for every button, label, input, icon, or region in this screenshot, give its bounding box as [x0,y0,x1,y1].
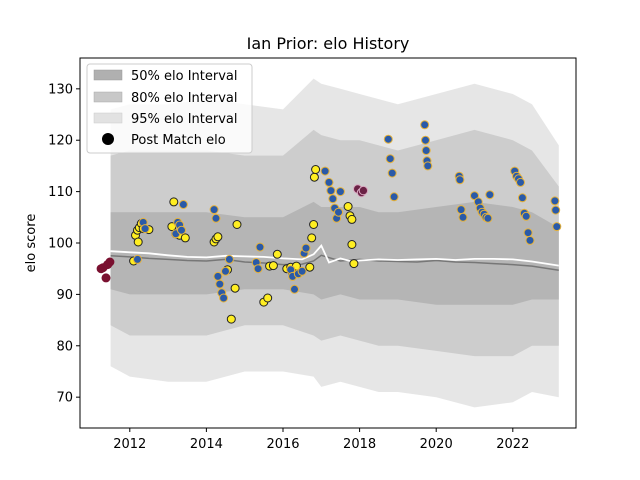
data-point [133,237,143,247]
legend-label-95: 95% elo Interval [131,112,238,127]
data-point [385,154,395,164]
data-point [297,266,307,276]
y-tick-label: 130 [48,82,73,97]
x-tick-label: 2018 [343,437,376,452]
data-point [334,207,343,217]
data-point [521,211,531,221]
data-point [226,314,236,324]
legend-label-50: 50% elo Interval [131,69,238,84]
data-point [221,266,230,276]
data-point [213,232,223,242]
x-tick-label: 2012 [113,437,146,452]
data-point [272,249,282,259]
data-point [307,233,317,243]
data-point [301,243,311,253]
data-point [456,205,466,215]
data-point [309,172,319,182]
y-tick-label: 110 [48,185,73,200]
data-point [551,205,561,215]
data-point [423,161,433,171]
y-axis: 70 80 90 100 110 120 130 [48,82,80,406]
data-point [420,120,430,130]
data-point [358,185,369,196]
data-point [169,197,179,207]
legend-swatch-95 [93,112,123,124]
data-point [105,257,115,267]
data-point [421,146,431,155]
data-point [552,222,562,232]
data-point [328,194,338,204]
y-tick-label: 100 [48,237,73,252]
x-tick-label: 2022 [496,437,529,452]
data-point [455,175,465,185]
data-point [347,240,357,249]
data-point [389,192,399,202]
data-point [305,262,315,272]
elo-lines [110,243,559,271]
y-tick-label: 70 [56,391,73,406]
legend-marker-post-match [102,133,114,145]
legend-box [86,63,253,154]
data-point [347,214,357,224]
data-point [101,273,111,283]
mean-elo-line [110,243,559,267]
data-point [263,293,273,303]
data-point [516,177,525,187]
data-point [232,220,242,229]
data-point [383,134,393,144]
post-match-points [96,120,562,324]
y-tick-label: 80 [56,339,73,354]
data-point [326,186,336,196]
legend-label-80: 80% elo Interval [131,91,238,106]
y-tick-label: 120 [48,134,73,149]
x-tick-label: 2014 [190,437,223,452]
data-point [324,177,334,187]
data-point [550,196,560,206]
data-point [255,242,265,252]
data-point [421,135,430,145]
data-point [140,224,150,234]
data-point [133,254,142,264]
median-elo-line [110,254,559,271]
y-axis-label: elo score [24,214,39,273]
data-point [343,202,353,211]
data-point [211,213,221,223]
legend: 50% elo Interval 80% elo Interval 95% el… [86,63,253,154]
data-point [209,205,219,215]
data-point [458,212,468,222]
data-point [523,228,533,238]
data-point [320,166,330,176]
legend-swatch-50 [93,69,123,81]
data-point [230,283,240,293]
data-point [177,225,186,235]
data-point [387,168,397,178]
x-tick-label: 2020 [420,437,453,452]
data-point [253,264,263,274]
data-point [213,271,223,281]
data-point [224,254,234,264]
band50-area [110,201,559,305]
data-point [215,279,225,289]
x-axis: 2012 2014 2016 2018 2020 2022 [113,428,529,452]
data-point [525,235,535,245]
data-point [483,213,493,223]
y-tick-label: 90 [56,288,73,303]
data-point [290,284,299,294]
data-point [517,193,527,203]
data-point [309,220,319,229]
data-point [485,190,495,200]
data-point [311,165,321,174]
legend-label-post-match: Post Match elo [131,133,226,148]
data-point [349,259,359,269]
data-point [178,200,188,209]
data-point [180,233,190,243]
data-point [335,187,345,197]
legend-swatch-80 [93,91,123,103]
data-point [219,293,229,303]
data-point [268,261,278,271]
chart-title: Ian Prior: elo History [247,34,410,53]
x-tick-label: 2016 [266,437,299,452]
